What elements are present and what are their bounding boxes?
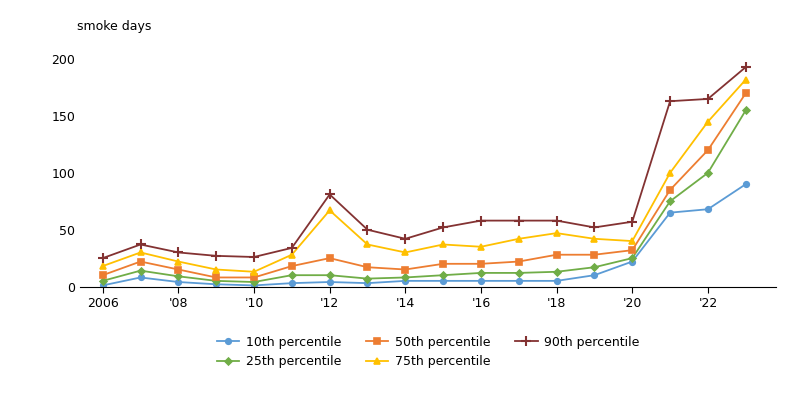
25th percentile xyxy=(250,280,259,285)
Line: 50th percentile: 50th percentile xyxy=(100,90,749,280)
50th percentile xyxy=(666,187,675,192)
75th percentile xyxy=(590,236,599,241)
Line: 10th percentile: 10th percentile xyxy=(100,181,749,288)
25th percentile xyxy=(514,271,523,275)
50th percentile xyxy=(590,252,599,257)
50th percentile xyxy=(362,265,372,269)
10th percentile xyxy=(98,283,107,288)
90th percentile xyxy=(514,218,523,223)
10th percentile xyxy=(627,259,637,264)
25th percentile xyxy=(401,275,410,280)
75th percentile xyxy=(250,269,259,274)
75th percentile xyxy=(552,231,562,236)
50th percentile xyxy=(98,273,107,277)
25th percentile xyxy=(211,279,221,283)
50th percentile xyxy=(514,259,523,264)
90th percentile xyxy=(362,227,372,232)
75th percentile xyxy=(627,239,637,244)
50th percentile xyxy=(211,275,221,280)
90th percentile xyxy=(627,219,637,224)
25th percentile xyxy=(590,265,599,269)
25th percentile xyxy=(438,273,448,277)
50th percentile xyxy=(325,256,334,261)
75th percentile xyxy=(362,242,372,247)
10th percentile xyxy=(703,207,713,212)
90th percentile xyxy=(325,192,334,197)
25th percentile xyxy=(325,273,334,277)
10th percentile xyxy=(287,281,297,285)
90th percentile xyxy=(174,250,183,255)
10th percentile xyxy=(476,279,486,283)
25th percentile xyxy=(703,170,713,175)
90th percentile xyxy=(136,242,146,247)
90th percentile xyxy=(401,236,410,241)
90th percentile xyxy=(741,65,750,70)
75th percentile xyxy=(514,236,523,241)
10th percentile xyxy=(438,279,448,283)
75th percentile xyxy=(703,119,713,124)
25th percentile xyxy=(136,268,146,273)
10th percentile xyxy=(741,182,750,187)
90th percentile xyxy=(666,99,675,103)
25th percentile xyxy=(666,199,675,204)
90th percentile xyxy=(287,246,297,250)
50th percentile xyxy=(401,267,410,272)
10th percentile xyxy=(362,281,372,285)
75th percentile xyxy=(287,252,297,257)
25th percentile xyxy=(362,276,372,281)
50th percentile xyxy=(552,252,562,257)
50th percentile xyxy=(741,91,750,96)
90th percentile xyxy=(438,225,448,230)
90th percentile xyxy=(703,97,713,101)
25th percentile xyxy=(476,271,486,275)
90th percentile xyxy=(476,218,486,223)
10th percentile xyxy=(136,275,146,280)
25th percentile xyxy=(287,273,297,277)
Line: 75th percentile: 75th percentile xyxy=(99,76,750,275)
50th percentile xyxy=(627,248,637,253)
90th percentile xyxy=(590,225,599,230)
Text: smoke days: smoke days xyxy=(77,20,151,33)
75th percentile xyxy=(741,77,750,82)
25th percentile xyxy=(627,256,637,261)
10th percentile xyxy=(666,210,675,215)
75th percentile xyxy=(325,208,334,213)
Legend: 10th percentile, 25th percentile, 50th percentile, 75th percentile, 90th percent: 10th percentile, 25th percentile, 50th p… xyxy=(217,336,639,368)
10th percentile xyxy=(514,279,523,283)
25th percentile xyxy=(552,269,562,274)
90th percentile xyxy=(552,218,562,223)
10th percentile xyxy=(211,282,221,287)
10th percentile xyxy=(552,279,562,283)
90th percentile xyxy=(250,255,259,259)
50th percentile xyxy=(476,261,486,266)
50th percentile xyxy=(174,267,183,272)
75th percentile xyxy=(666,170,675,175)
50th percentile xyxy=(136,259,146,264)
Line: 25th percentile: 25th percentile xyxy=(100,108,748,285)
25th percentile xyxy=(741,108,750,113)
75th percentile xyxy=(174,259,183,264)
50th percentile xyxy=(250,275,259,280)
50th percentile xyxy=(703,148,713,152)
75th percentile xyxy=(401,250,410,255)
10th percentile xyxy=(325,280,334,285)
50th percentile xyxy=(438,261,448,266)
50th percentile xyxy=(287,264,297,269)
10th percentile xyxy=(174,280,183,285)
75th percentile xyxy=(476,244,486,249)
10th percentile xyxy=(401,279,410,283)
90th percentile xyxy=(211,254,221,258)
75th percentile xyxy=(98,264,107,269)
25th percentile xyxy=(98,279,107,283)
Line: 90th percentile: 90th percentile xyxy=(98,62,750,263)
10th percentile xyxy=(250,283,259,288)
25th percentile xyxy=(174,274,183,279)
10th percentile xyxy=(590,273,599,277)
75th percentile xyxy=(438,242,448,247)
75th percentile xyxy=(136,250,146,255)
90th percentile xyxy=(98,256,107,261)
75th percentile xyxy=(211,267,221,272)
